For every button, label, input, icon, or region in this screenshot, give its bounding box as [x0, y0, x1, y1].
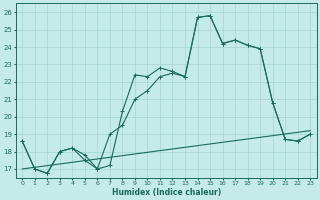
X-axis label: Humidex (Indice chaleur): Humidex (Indice chaleur) — [112, 188, 221, 197]
